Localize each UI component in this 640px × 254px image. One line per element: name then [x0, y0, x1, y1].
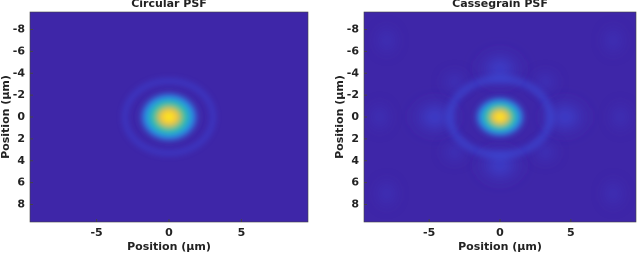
y-tick-label: -2	[347, 88, 359, 101]
psf-core	[473, 95, 527, 139]
y-tick-label: -6	[347, 44, 360, 57]
psf-core	[137, 90, 201, 144]
outer-lobe	[606, 99, 635, 135]
chart-title: Circular PSF	[131, 0, 207, 10]
psf-image	[365, 22, 635, 212]
x-tick-label: 5	[567, 226, 575, 239]
x-tick-label: -5	[423, 226, 435, 239]
y-tick-label: 8	[351, 198, 359, 211]
y-tick-label: 0	[351, 110, 359, 123]
outer-lobe	[372, 22, 401, 59]
outer-lobe	[599, 175, 628, 212]
x-tick-label: 0	[165, 226, 173, 239]
y-tick-label: 0	[17, 110, 25, 123]
y-axis-label: Position (μm)	[333, 75, 346, 159]
y-tick-label: -6	[13, 44, 26, 57]
y-tick-label: -8	[347, 23, 359, 36]
chart: -5 0 5 -8 -6 -4 -2 0 2 4 6 8 Circular PSF Position (μ…	[0, 0, 309, 253]
outer-lobe	[365, 99, 394, 135]
x-axis-label: Position (μm)	[458, 240, 542, 253]
y-tick-label: -4	[13, 66, 26, 79]
y-tick-label: 4	[351, 154, 359, 167]
ring	[446, 75, 554, 159]
y-tick-label: 6	[351, 176, 359, 189]
y-tick-label: 8	[17, 198, 25, 211]
x-tick-label: 0	[496, 226, 504, 239]
psf-image	[122, 78, 216, 156]
y-axis-label: Position (μm)	[0, 75, 12, 159]
x-tick-label: -5	[90, 226, 102, 239]
y-tick-label: 4	[17, 154, 25, 167]
y-tick-label: 6	[17, 176, 25, 189]
x-tick-label: 5	[238, 226, 246, 239]
y-tick-label: 2	[351, 132, 359, 145]
ring	[122, 78, 216, 156]
chart: -5 0 5 -8 -6 -4 -2 0 2 4 6 8 Cassegrain PSF Position …	[333, 0, 637, 253]
outer-lobe	[599, 22, 628, 59]
y-tick-label: -4	[347, 66, 360, 79]
outer-lobe	[372, 175, 401, 212]
y-tick-label: -2	[13, 88, 25, 101]
x-axis-label: Position (μm)	[127, 240, 211, 253]
chart-title: Cassegrain PSF	[452, 0, 548, 10]
y-tick-label: -8	[13, 23, 25, 36]
y-tick-label: 2	[17, 132, 25, 145]
